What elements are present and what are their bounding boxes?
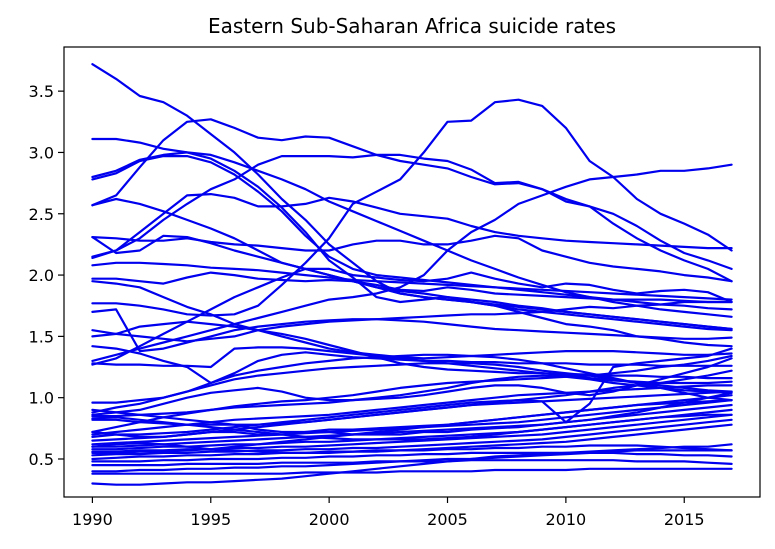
series-line-46: [91, 399, 733, 454]
x-tick-label: 2010: [546, 510, 587, 529]
series-line-10: [91, 234, 733, 331]
series-line-6: [91, 197, 733, 331]
series-line-32: [91, 403, 733, 448]
x-tick-label: 2000: [309, 510, 350, 529]
series-group: [91, 63, 733, 486]
series-line-28: [91, 384, 733, 436]
series-line-12: [91, 261, 733, 301]
series-line-19: [91, 320, 733, 360]
series-line-7: [91, 193, 733, 258]
series-line-27: [91, 354, 733, 434]
series-line-29: [91, 347, 733, 438]
series-line-8: [91, 153, 733, 270]
y-tick-label: 0.5: [29, 450, 54, 469]
series-line-41: [91, 467, 733, 475]
series-line-23: [91, 353, 733, 414]
y-axis: 0.5 1.0 1.5 2.0 2.5 3.0 3.5: [29, 82, 64, 469]
series-line-38: [91, 451, 733, 463]
series-line-42: [91, 443, 733, 486]
series-line-2: [91, 137, 733, 318]
plot-frame: [63, 46, 761, 498]
x-axis: 1990 1995 2000 2005 2010 2015: [72, 497, 705, 529]
series-line-4: [91, 155, 733, 311]
series-line-18: [91, 308, 733, 353]
x-tick-label: 2015: [664, 510, 705, 529]
x-tick-label: 1990: [72, 510, 113, 529]
series-line-13: [91, 271, 733, 304]
series-line-9: [91, 234, 733, 283]
series-line-37: [91, 441, 733, 454]
chart-title: Eastern Sub-Saharan Africa suicide rates: [208, 14, 616, 38]
series-line-45: [91, 413, 733, 441]
series-line-5: [91, 118, 733, 283]
series-line-14: [91, 280, 733, 380]
series-line-35: [91, 418, 733, 457]
series-line-40: [91, 449, 733, 473]
x-tick-label: 1995: [190, 510, 231, 529]
series-line-43: [91, 391, 733, 438]
series-line-16: [91, 163, 733, 362]
x-tick-label: 2005: [427, 510, 468, 529]
y-tick-label: 3.5: [29, 82, 54, 101]
series-line-3: [91, 151, 733, 348]
y-tick-label: 1.5: [29, 327, 54, 346]
series-line-24: [91, 357, 733, 416]
y-tick-label: 2.0: [29, 266, 54, 285]
y-tick-label: 2.5: [29, 205, 54, 224]
y-tick-label: 3.0: [29, 143, 54, 162]
y-tick-label: 1.0: [29, 389, 54, 408]
